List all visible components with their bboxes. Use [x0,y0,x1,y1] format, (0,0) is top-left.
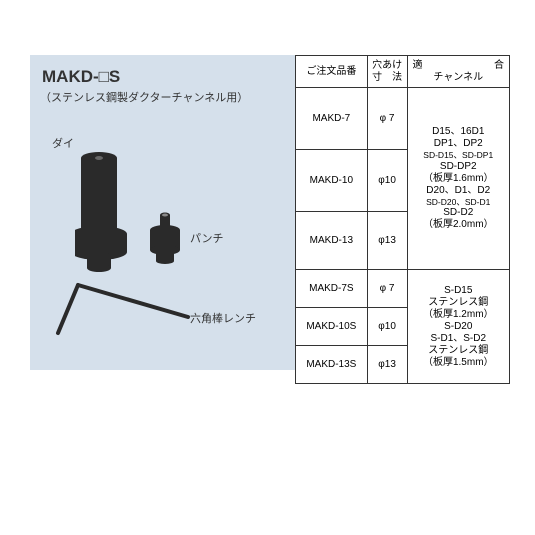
diagram-panel: MAKD-□S （ステンレス鋼製ダクターチャンネル用） ダイ パンチ 六角棒レン… [30,55,295,370]
header-channel: 適 合 チャンネル [407,56,509,88]
cell-size: φ 7 [367,88,407,150]
cell-part: MAKD-7S [296,270,368,308]
cell-part: MAKD-7 [296,88,368,150]
cell-part: MAKD-13S [296,346,368,384]
cell-channel-group1: D15、16D1 DP1、DP2 SD-D15、SD-DP1 SD-DP2 （板… [407,88,509,270]
cell-part: MAKD-10 [296,150,368,212]
cell-size: φ13 [367,212,407,270]
punch-icon [145,210,185,265]
label-die: ダイ [52,135,74,151]
cell-size: φ10 [367,150,407,212]
spec-table: ご注文品番 穴あけ 寸 法 適 合 チャンネル [295,55,510,384]
product-title: MAKD-□S [42,67,120,87]
header-size: 穴あけ 寸 法 [367,56,407,88]
cell-size: φ13 [367,346,407,384]
product-subtitle: （ステンレス鋼製ダクターチャンネル用） [40,89,248,105]
label-punch: パンチ [190,230,224,246]
wrench-icon [50,275,195,340]
label-wrench: 六角棒レンチ [190,310,256,326]
cell-size: φ10 [367,308,407,346]
product-card: MAKD-□S （ステンレス鋼製ダクターチャンネル用） ダイ パンチ 六角棒レン… [30,55,510,370]
cell-part: MAKD-10S [296,308,368,346]
die-icon [75,150,133,275]
cell-channel-group2: S-D15 ステンレス鋼 （板厚1.2mm） S-D20 S-D1、S-D2 ス… [407,270,509,384]
header-part: ご注文品番 [296,56,368,88]
cell-size: φ 7 [367,270,407,308]
cell-part: MAKD-13 [296,212,368,270]
